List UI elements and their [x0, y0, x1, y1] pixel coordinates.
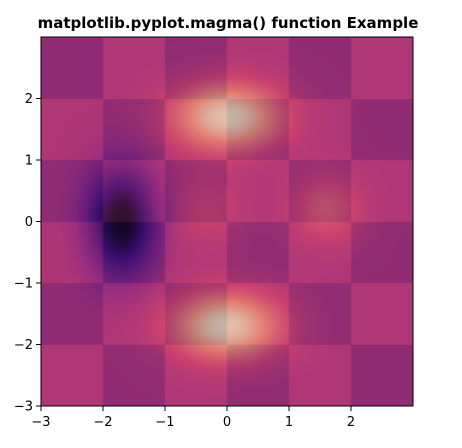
y-tick-label: 2: [25, 92, 33, 107]
x-tick-label: 1: [285, 415, 293, 430]
y-tick-label: 1: [25, 154, 33, 169]
y-axis: −3 −2 −1 0 1 2: [14, 92, 41, 415]
heatmap-image: [41, 37, 413, 406]
y-tick-label: −2: [14, 338, 33, 353]
x-tick-label: 2: [347, 415, 355, 430]
plot-area: [41, 37, 413, 406]
chart-title: matplotlib.pyplot.magma() function Examp…: [38, 14, 419, 32]
x-tick-label: −1: [155, 415, 174, 430]
x-axis: −3 −2 −1 0 1 2: [31, 406, 355, 430]
x-tick-label: 0: [223, 415, 231, 430]
y-tick-label: −1: [14, 277, 33, 292]
x-tick-label: −3: [31, 415, 50, 430]
y-tick-label: 0: [25, 215, 33, 230]
y-tick-label: −3: [14, 400, 33, 415]
x-tick-label: −2: [93, 415, 112, 430]
